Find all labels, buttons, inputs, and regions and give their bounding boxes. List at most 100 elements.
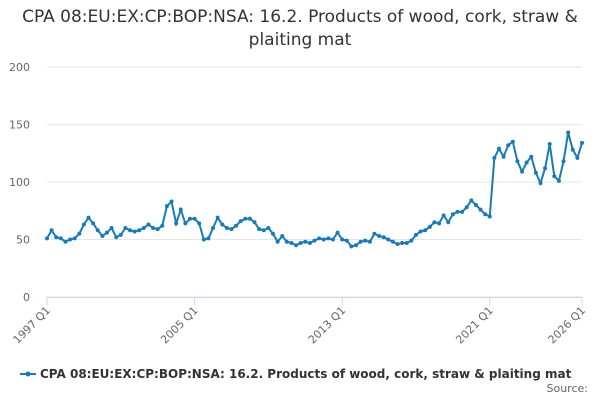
marker xyxy=(81,222,86,227)
marker xyxy=(561,159,566,164)
marker xyxy=(160,223,165,228)
y-tick-label: 150 xyxy=(9,119,30,132)
marker xyxy=(164,204,169,209)
marker xyxy=(441,213,446,218)
marker xyxy=(303,239,308,244)
marker xyxy=(118,232,123,237)
marker xyxy=(487,214,492,219)
marker xyxy=(469,198,474,203)
line xyxy=(46,132,583,248)
marker xyxy=(95,228,100,233)
marker xyxy=(151,226,156,230)
marker xyxy=(566,130,571,135)
marker xyxy=(307,240,312,245)
x-tick-label: 2026 Q1 xyxy=(546,304,589,347)
y-tick-label: 0 xyxy=(23,291,30,304)
marker xyxy=(275,239,280,244)
marker xyxy=(252,220,257,225)
marker xyxy=(386,237,391,242)
marker xyxy=(515,159,520,164)
marker xyxy=(400,240,405,245)
marker xyxy=(413,232,418,237)
marker xyxy=(68,237,73,242)
marker xyxy=(146,222,151,227)
marker xyxy=(547,142,552,147)
marker xyxy=(423,228,428,233)
marker xyxy=(63,239,68,244)
marker xyxy=(367,239,372,244)
marker xyxy=(473,203,478,207)
marker xyxy=(104,230,109,235)
marker xyxy=(238,219,243,224)
marker xyxy=(418,229,423,234)
marker xyxy=(321,237,326,242)
marker xyxy=(543,166,548,171)
marker xyxy=(141,226,146,230)
marker xyxy=(354,243,359,248)
marker xyxy=(312,238,317,243)
x-tick-label: 2005 Q1 xyxy=(158,304,201,347)
marker xyxy=(335,230,340,235)
marker xyxy=(77,231,82,236)
marker xyxy=(478,207,483,212)
marker xyxy=(100,234,105,239)
marker xyxy=(492,155,497,160)
marker xyxy=(174,221,179,226)
marker xyxy=(496,146,501,151)
marker xyxy=(570,147,575,152)
marker xyxy=(377,234,382,239)
source-label: Source: xyxy=(547,382,589,395)
marker xyxy=(390,239,395,244)
marker xyxy=(538,181,543,186)
marker xyxy=(229,227,234,232)
marker xyxy=(330,237,335,242)
marker xyxy=(257,227,262,232)
marker xyxy=(464,205,469,210)
marker xyxy=(45,236,49,241)
marker xyxy=(109,226,114,230)
marker xyxy=(169,199,174,204)
marker xyxy=(552,174,557,179)
marker xyxy=(501,154,506,159)
marker xyxy=(460,209,465,214)
marker xyxy=(289,240,294,245)
marker xyxy=(270,231,275,236)
marker xyxy=(575,155,580,160)
marker xyxy=(363,238,368,243)
marker xyxy=(409,238,414,243)
x-tick-label: 2021 Q1 xyxy=(453,304,496,347)
marker xyxy=(298,240,303,245)
marker xyxy=(529,154,534,159)
marker xyxy=(506,143,511,148)
marker xyxy=(234,223,239,228)
marker xyxy=(183,221,188,226)
y-tick-label: 200 xyxy=(9,61,30,74)
marker xyxy=(261,228,266,233)
x-tick-label: 2013 Q1 xyxy=(306,304,349,347)
marker xyxy=(344,238,349,243)
marker xyxy=(455,209,460,214)
marker xyxy=(280,234,285,239)
marker xyxy=(395,242,400,247)
marker xyxy=(266,226,271,230)
marker xyxy=(220,222,225,227)
legend-label: CPA 08:EU:EX:CP:BOP:NSA: 16.2. Products … xyxy=(40,367,572,381)
marker xyxy=(58,236,63,241)
marker xyxy=(483,212,488,217)
marker xyxy=(450,212,455,217)
marker xyxy=(211,226,216,230)
marker xyxy=(86,215,91,220)
marker xyxy=(404,240,409,245)
marker xyxy=(520,169,525,174)
marker xyxy=(437,221,442,226)
marker xyxy=(381,235,386,240)
marker xyxy=(123,226,128,230)
marker xyxy=(224,226,229,230)
marker xyxy=(178,207,183,212)
marker xyxy=(358,239,363,244)
marker xyxy=(294,243,299,248)
marker xyxy=(137,228,142,233)
marker xyxy=(128,228,133,233)
